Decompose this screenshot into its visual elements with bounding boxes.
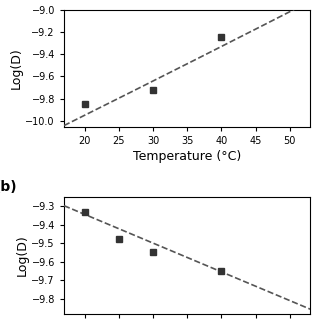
Text: (b): (b) — [0, 180, 18, 194]
Y-axis label: Log(D): Log(D) — [10, 47, 23, 89]
Y-axis label: Log(D): Log(D) — [16, 234, 29, 276]
X-axis label: Temperature (°C): Temperature (°C) — [133, 150, 241, 163]
